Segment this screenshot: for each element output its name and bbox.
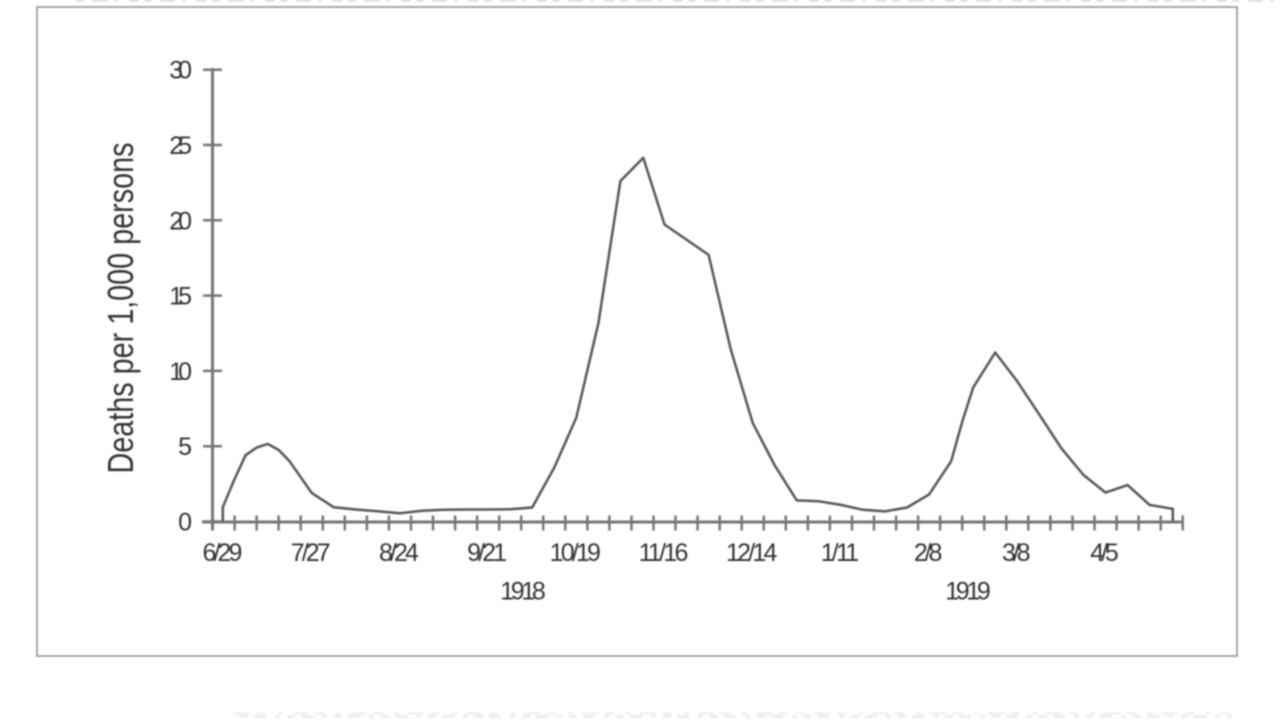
svg-text:5: 5 — [178, 433, 192, 461]
svg-text:4/5: 4/5 — [1090, 539, 1119, 567]
svg-text:1/11: 1/11 — [821, 539, 859, 567]
svg-text:9/21: 9/21 — [467, 539, 507, 567]
svg-text:2/8: 2/8 — [914, 539, 943, 567]
svg-text:3/8: 3/8 — [1002, 539, 1031, 567]
svg-text:1919: 1919 — [945, 578, 991, 606]
svg-text:15: 15 — [169, 283, 192, 311]
svg-text:12/14: 12/14 — [726, 539, 777, 567]
svg-text:0: 0 — [178, 509, 192, 537]
svg-text:1918: 1918 — [500, 578, 546, 606]
svg-text:11/16: 11/16 — [639, 539, 689, 567]
svg-text:6/29: 6/29 — [203, 539, 243, 567]
svg-text:10: 10 — [169, 358, 192, 386]
svg-text:10/19: 10/19 — [550, 539, 601, 567]
svg-text:Deaths per 1,000 persons: Deaths per 1,000 persons — [100, 143, 141, 474]
svg-text:8/24: 8/24 — [379, 539, 419, 567]
svg-text:25: 25 — [169, 132, 192, 160]
svg-text:20: 20 — [169, 207, 192, 235]
svg-text:7/27: 7/27 — [291, 539, 331, 567]
svg-text:30: 30 — [169, 57, 192, 85]
